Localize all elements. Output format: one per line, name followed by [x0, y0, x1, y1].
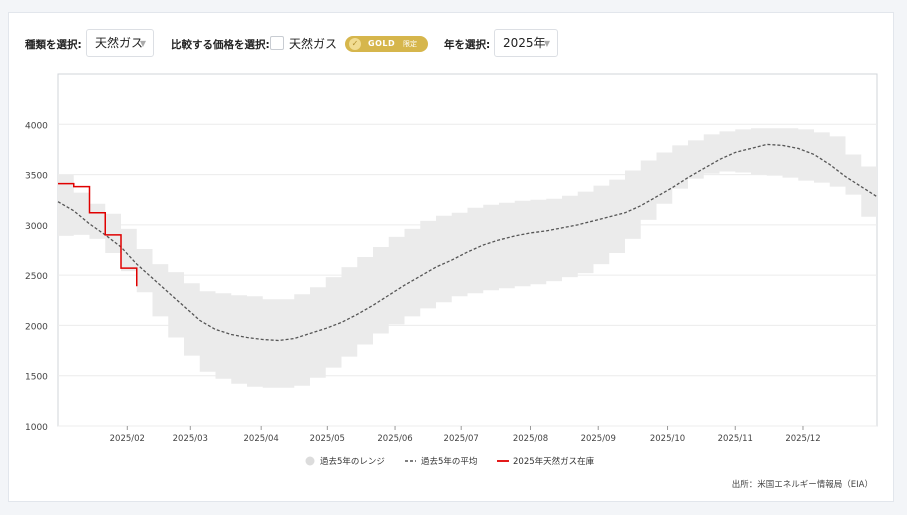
compare-select-label: 比較する価格を選択:	[171, 39, 270, 51]
year-select-value: 2025年	[503, 36, 546, 50]
gold-badge-label: GOLD	[368, 39, 396, 48]
chevron-down-icon: ▼	[139, 39, 146, 48]
year-select[interactable]: 2025年 ▼	[494, 29, 558, 57]
legend-current-label: 2025年天然ガス在庫	[513, 456, 595, 467]
chevron-down-icon: ▼	[543, 39, 550, 48]
y-tick-label: 4000	[25, 121, 48, 131]
x-tick-label: 2025/08	[513, 434, 548, 444]
x-tick-label: 2025/09	[581, 434, 616, 444]
type-select[interactable]: 天然ガス ▼	[86, 29, 154, 57]
x-tick-label: 2025/10	[650, 434, 685, 444]
current-year-line	[58, 182, 138, 287]
average-line	[57, 143, 878, 342]
x-tick-label: 2025/12	[785, 434, 820, 444]
legend-range-label: 過去5年のレンジ	[320, 456, 385, 467]
x-tick-label: 2025/06	[377, 434, 412, 444]
x-tick-label: 2025/03	[173, 434, 208, 444]
x-tick-label: 2025/07	[444, 434, 479, 444]
compare-checkbox[interactable]	[270, 36, 284, 50]
x-tick-label: 2025/04	[244, 434, 279, 444]
gold-coin-icon: ✓	[349, 38, 361, 50]
gold-badge: ✓ GOLD 限定	[345, 36, 428, 52]
type-select-value: 天然ガス	[95, 36, 144, 50]
year-select-label: 年を選択:	[444, 39, 491, 51]
x-tick-label: 2025/02	[110, 434, 145, 444]
y-tick-label: 2000	[25, 322, 48, 332]
x-tick-label: 2025/11	[718, 434, 753, 444]
range-band-area	[58, 128, 877, 388]
legend-range-swatch	[305, 456, 315, 466]
source-note: 出所：米国エネルギー情報局（EIA）	[731, 480, 873, 490]
x-tick-label: 2025/05	[310, 434, 345, 444]
y-tick-label: 1500	[25, 373, 48, 383]
y-tick-label: 2500	[25, 272, 48, 282]
y-tick-label: 1000	[25, 423, 48, 433]
type-select-label: 種類を選択:	[25, 39, 82, 51]
gold-badge-sub: 限定	[403, 40, 417, 48]
y-tick-label: 3500	[25, 172, 48, 182]
compare-checkbox-label: 天然ガス	[289, 37, 338, 51]
legend-average-label: 過去5年の平均	[421, 456, 477, 467]
y-tick-label: 3000	[25, 222, 48, 232]
